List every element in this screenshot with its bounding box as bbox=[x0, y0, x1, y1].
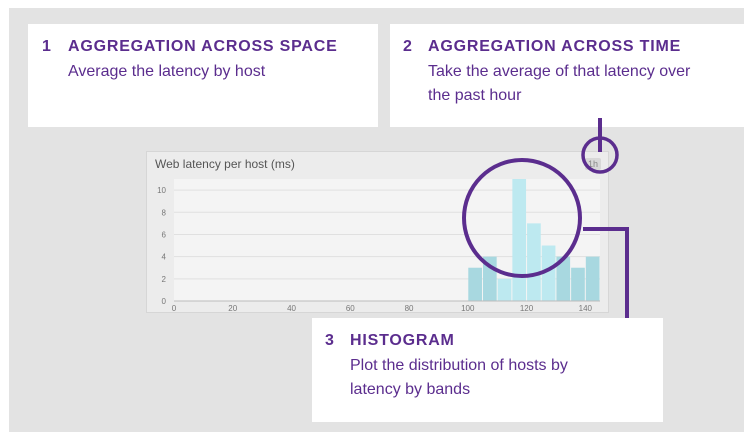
histogram-bar[interactable] bbox=[468, 267, 482, 301]
widget-title: Web latency per host (ms) bbox=[155, 157, 295, 171]
y-tick-label: 8 bbox=[162, 208, 167, 217]
histogram-bar[interactable] bbox=[497, 278, 512, 301]
step-number: 2 bbox=[403, 38, 413, 55]
canvas-background: 1 AGGREGATION ACROSS SPACE Average the l… bbox=[9, 8, 744, 432]
step-number: 3 bbox=[325, 332, 335, 349]
y-tick-label: 0 bbox=[162, 297, 167, 306]
connector-line-histogram-h bbox=[583, 227, 629, 231]
card-body-line: Take the average of that latency over bbox=[428, 63, 691, 80]
card-aggregation-time: 2 AGGREGATION ACROSS TIME Take the avera… bbox=[390, 24, 744, 127]
card-histogram: 3 HISTOGRAM Plot the distribution of hos… bbox=[312, 318, 663, 422]
histogram-bar[interactable] bbox=[571, 267, 585, 301]
card-body-line: Plot the distribution of hosts by bbox=[350, 357, 568, 374]
step-number: 1 bbox=[42, 38, 52, 55]
card-aggregation-space: 1 AGGREGATION ACROSS SPACE Average the l… bbox=[28, 24, 378, 127]
histogram-bar[interactable] bbox=[541, 245, 556, 301]
histogram-bar[interactable] bbox=[585, 256, 600, 301]
card-title: AGGREGATION ACROSS SPACE bbox=[68, 38, 338, 55]
histogram-bar[interactable] bbox=[556, 256, 571, 301]
x-tick-label: 40 bbox=[287, 304, 296, 313]
connector-line-histogram-v bbox=[625, 227, 629, 319]
y-tick-label: 4 bbox=[162, 253, 167, 262]
y-tick-label: 6 bbox=[162, 230, 167, 239]
card-body-line: the past hour bbox=[428, 87, 522, 104]
y-tick-label: 2 bbox=[162, 275, 167, 284]
x-tick-label: 80 bbox=[405, 304, 414, 313]
histogram-bar[interactable] bbox=[527, 223, 541, 301]
y-tick-label: 10 bbox=[157, 186, 166, 195]
latency-widget[interactable]: Web latency per host (ms) 1h 0 2 4 6 8 10 0 20 4… bbox=[146, 151, 609, 313]
x-tick-label: 60 bbox=[346, 304, 355, 313]
card-body: Average the latency by host bbox=[68, 63, 266, 80]
card-title: AGGREGATION ACROSS TIME bbox=[428, 38, 682, 55]
x-tick-label: 100 bbox=[461, 304, 475, 313]
card-body-line: latency by bands bbox=[350, 381, 471, 398]
connector-line-time bbox=[598, 118, 602, 152]
card-title: HISTOGRAM bbox=[350, 332, 455, 349]
histogram-bar[interactable] bbox=[482, 256, 497, 301]
x-tick-label: 0 bbox=[172, 304, 177, 313]
x-tick-label: 140 bbox=[579, 304, 593, 313]
x-tick-label: 120 bbox=[520, 304, 534, 313]
x-tick-label: 20 bbox=[228, 304, 237, 313]
histogram-bar[interactable] bbox=[512, 179, 527, 301]
